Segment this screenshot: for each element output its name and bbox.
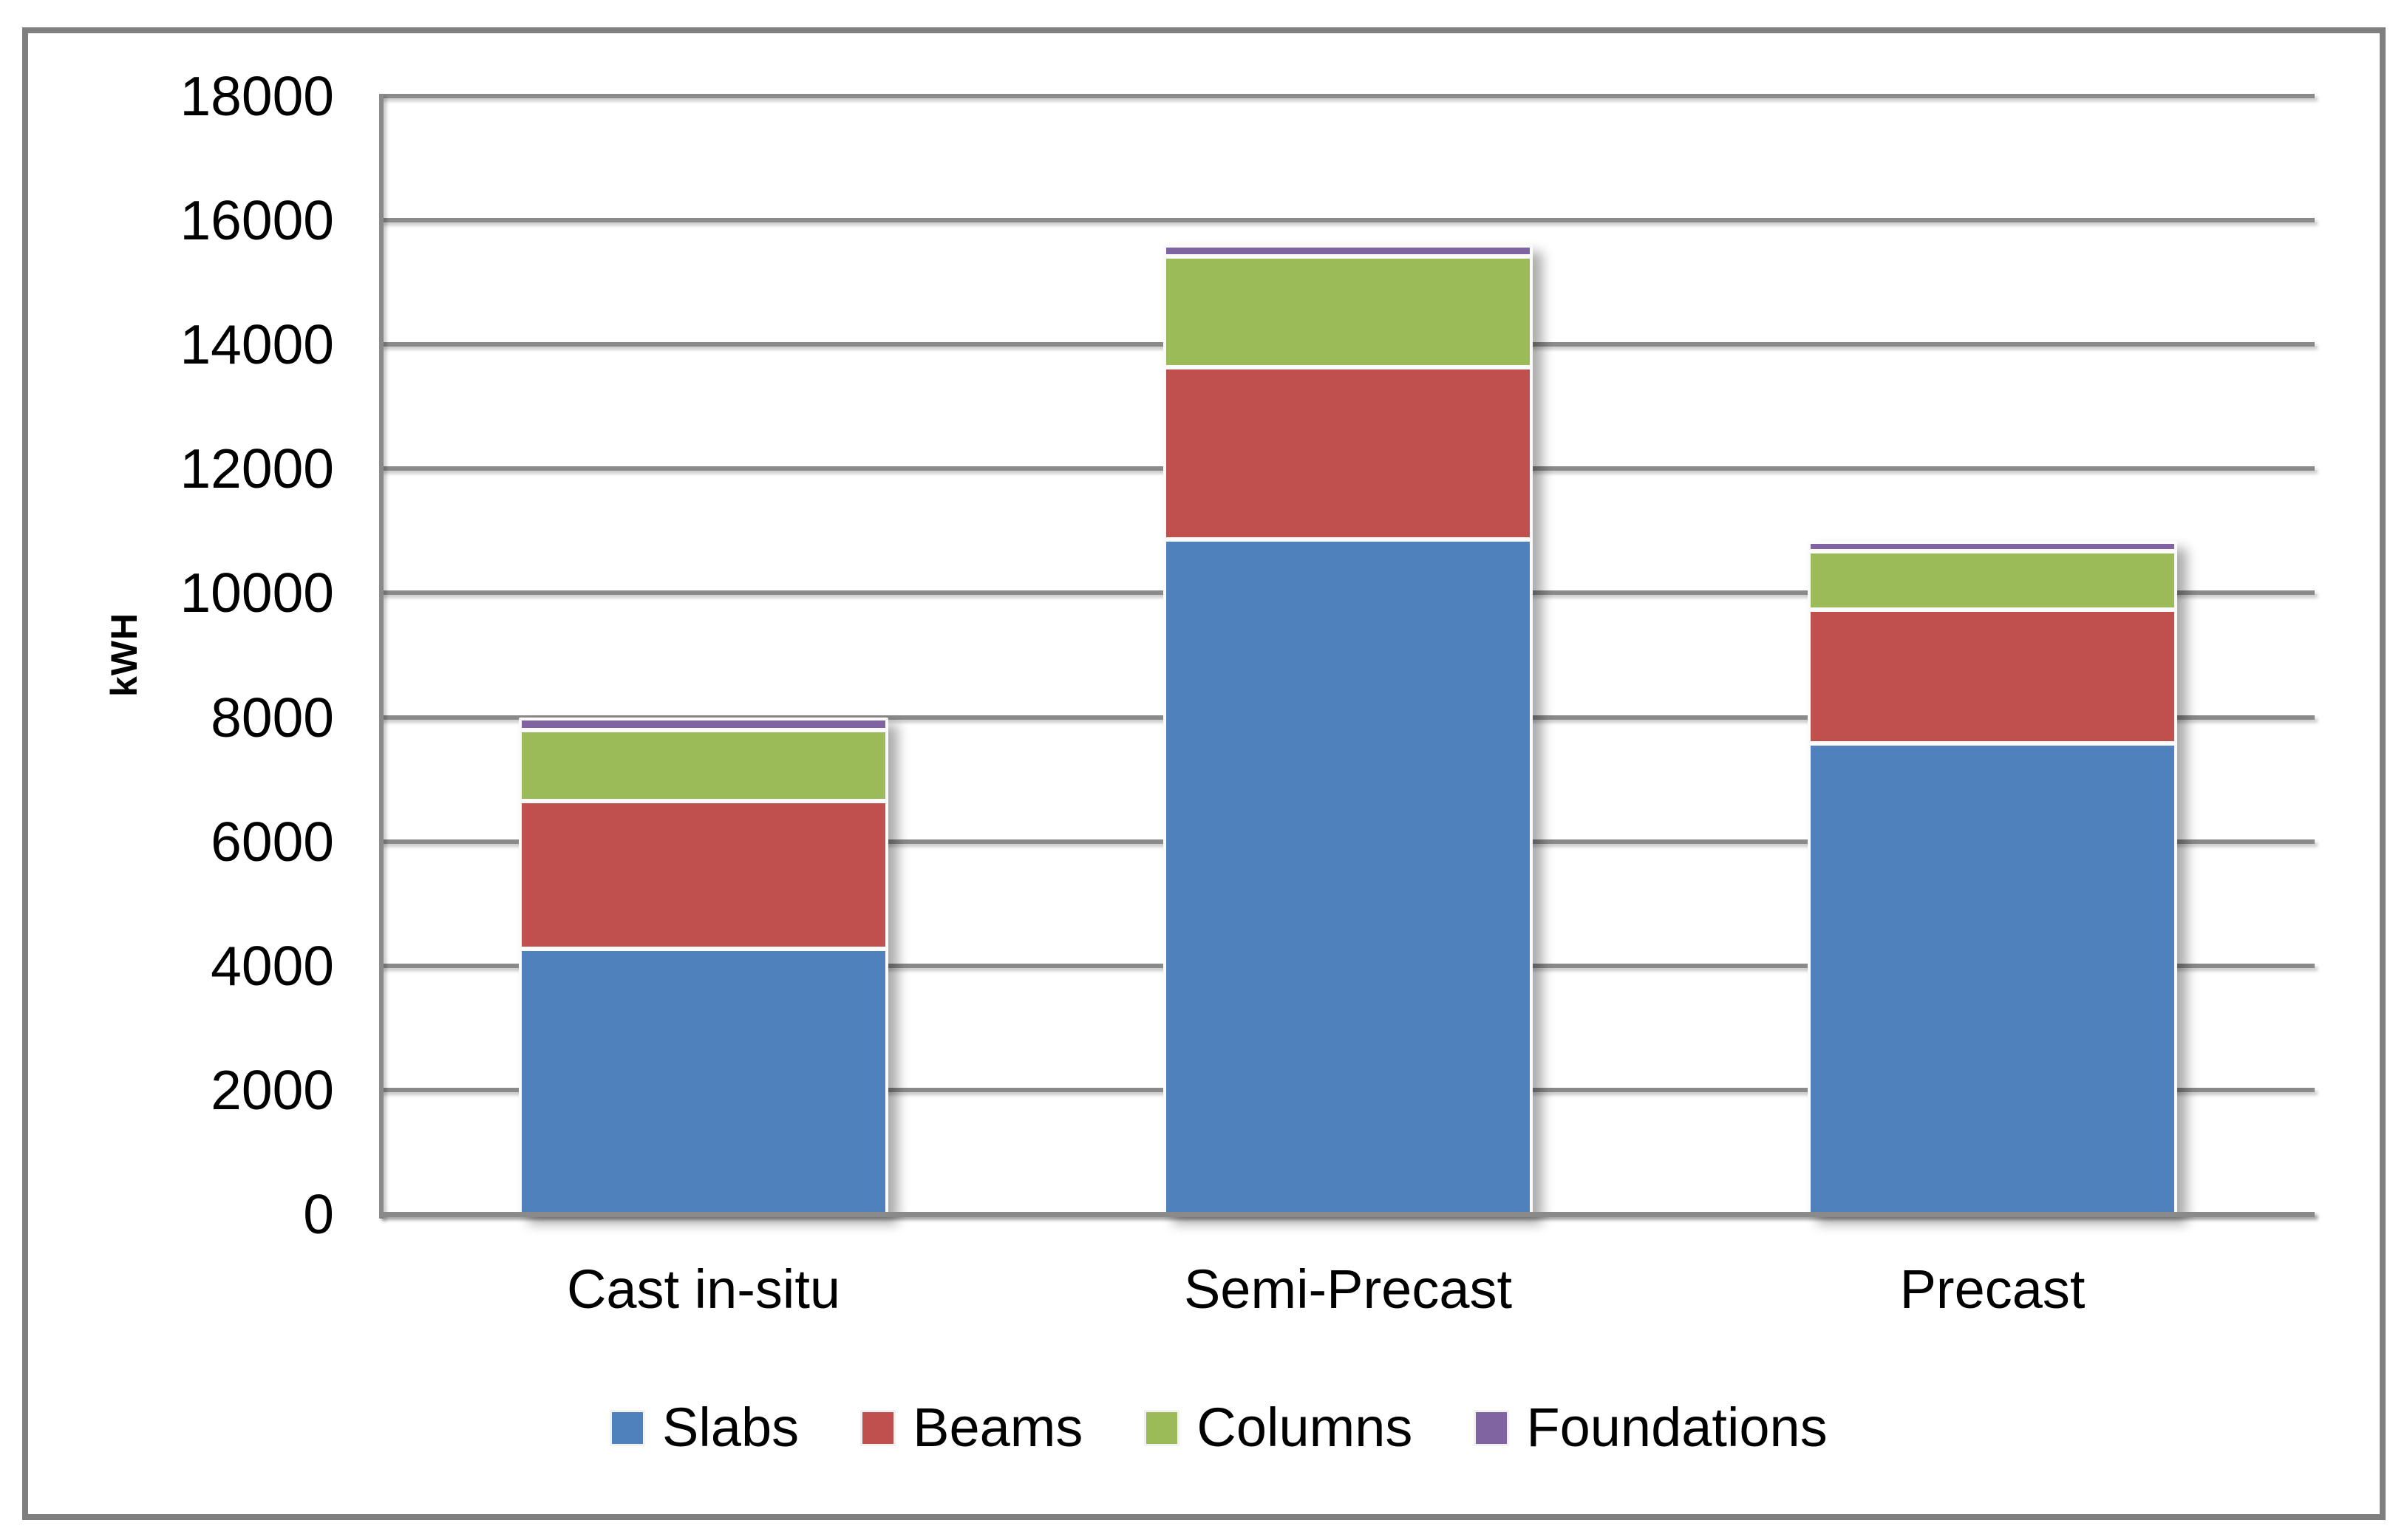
legend-item-slabs: Slabs <box>610 1397 800 1458</box>
bar-segment-slabs-semi-precast <box>1166 541 1530 1213</box>
x-axis-label-semi-precast: Semi-Precast <box>1183 1258 1513 1320</box>
x-axis-line <box>379 1212 2315 1217</box>
y-axis-title: kWH <box>103 612 145 698</box>
legend-swatch-beams-icon <box>860 1409 896 1446</box>
bar-segment-columns-precast <box>1811 553 2174 608</box>
bar-segment-beams-cast-in-situ <box>522 803 885 947</box>
legend-swatch-foundations-icon <box>1474 1409 1510 1446</box>
bar-segment-columns-semi-precast <box>1166 259 1530 365</box>
y-tick-label-10000: 10000 <box>180 562 334 624</box>
y-axis-line <box>379 94 384 1219</box>
gridline-18000 <box>379 94 2315 98</box>
y-tick-label-6000: 6000 <box>211 810 334 873</box>
bar-segment-foundations-semi-precast <box>1166 247 1530 255</box>
bar-segment-slabs-cast-in-situ <box>522 950 885 1213</box>
legend: Slabs Beams Columns Foundations <box>610 1397 1828 1458</box>
bar-segment-columns-cast-in-situ <box>522 732 885 800</box>
bar-segment-foundations-precast <box>1811 543 2174 549</box>
bar-segment-beams-semi-precast <box>1166 369 1530 537</box>
y-tick-label-4000: 4000 <box>211 934 334 997</box>
bar-cast-in-situ <box>519 717 888 1216</box>
y-tick-label-12000: 12000 <box>180 437 334 500</box>
bar-precast <box>1808 540 2177 1216</box>
y-tick-label-16000: 16000 <box>180 189 334 252</box>
legend-item-columns: Columns <box>1144 1397 1413 1458</box>
y-tick-label-14000: 14000 <box>180 313 334 376</box>
legend-label-slabs: Slabs <box>662 1397 800 1458</box>
y-tick-label-2000: 2000 <box>211 1058 334 1121</box>
y-tick-label-8000: 8000 <box>211 686 334 749</box>
bar-semi-precast <box>1163 244 1533 1216</box>
gridline-16000 <box>379 218 2315 223</box>
legend-label-columns: Columns <box>1196 1397 1413 1458</box>
x-axis-label-precast: Precast <box>1899 1258 2086 1320</box>
y-tick-label-18000: 18000 <box>180 65 334 127</box>
legend-swatch-slabs-icon <box>610 1409 645 1446</box>
x-axis-label-cast-in-situ: Cast in-situ <box>566 1258 841 1320</box>
legend-item-foundations: Foundations <box>1474 1397 1828 1458</box>
bar-segment-foundations-cast-in-situ <box>522 720 885 728</box>
legend-label-beams: Beams <box>913 1397 1083 1458</box>
legend-label-foundations: Foundations <box>1526 1397 1828 1458</box>
bar-segment-beams-precast <box>1811 612 2174 742</box>
legend-swatch-columns-icon <box>1144 1409 1180 1446</box>
y-tick-label-0: 0 <box>303 1183 334 1245</box>
legend-item-beams: Beams <box>860 1397 1083 1458</box>
bar-segment-slabs-precast <box>1811 746 2174 1213</box>
